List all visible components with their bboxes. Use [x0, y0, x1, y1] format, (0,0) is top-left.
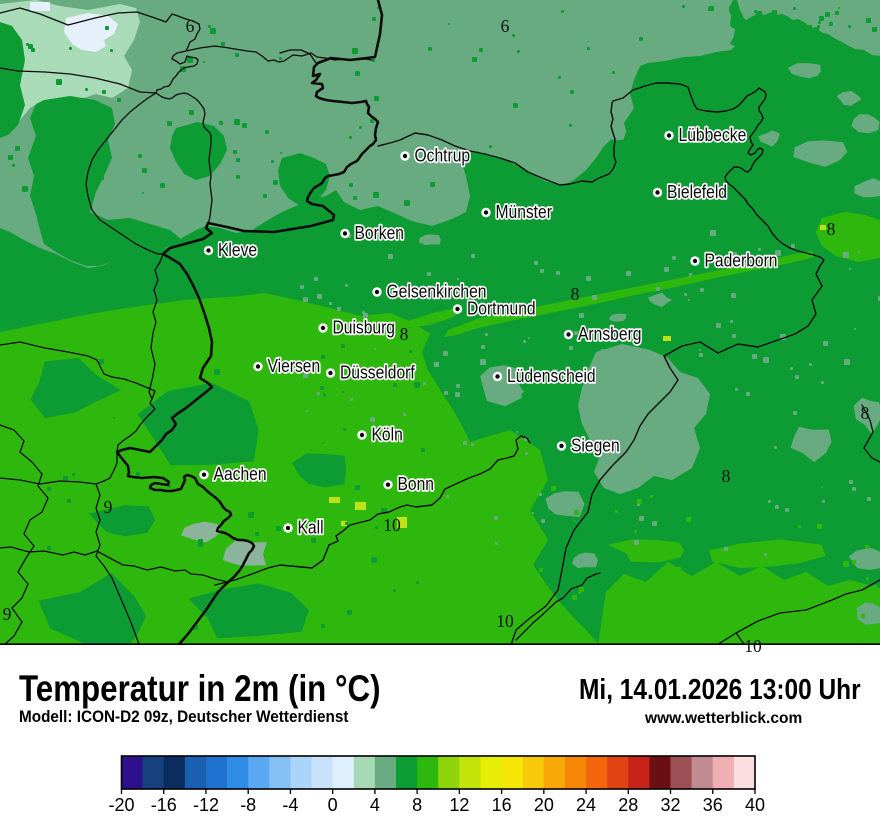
- svg-text:8: 8: [412, 795, 422, 815]
- svg-text:16: 16: [492, 795, 512, 815]
- svg-text:8: 8: [722, 466, 731, 486]
- svg-text:-4: -4: [282, 795, 298, 815]
- svg-text:28: 28: [618, 795, 638, 815]
- svg-text:Kall: Kall: [298, 517, 324, 538]
- svg-text:8: 8: [827, 219, 836, 239]
- svg-text:Arnsberg: Arnsberg: [578, 323, 642, 344]
- svg-text:6: 6: [186, 16, 195, 36]
- svg-text:10: 10: [383, 515, 401, 535]
- svg-text:10: 10: [496, 611, 514, 631]
- svg-text:Borken: Borken: [355, 222, 405, 243]
- svg-text:Bielefeld: Bielefeld: [667, 181, 727, 202]
- svg-text:12: 12: [449, 795, 469, 815]
- svg-text:Ochtrup: Ochtrup: [415, 145, 471, 166]
- svg-text:6: 6: [501, 16, 510, 36]
- svg-text:Aachen: Aachen: [214, 463, 267, 484]
- svg-text:Paderborn: Paderborn: [705, 250, 778, 271]
- svg-text:32: 32: [661, 795, 681, 815]
- svg-text:Düsseldorf: Düsseldorf: [340, 362, 415, 383]
- svg-text:Lüdenscheid: Lüdenscheid: [507, 365, 596, 386]
- svg-text:9: 9: [104, 497, 113, 517]
- svg-text:Lübbecke: Lübbecke: [679, 124, 747, 145]
- svg-text:36: 36: [703, 795, 723, 815]
- svg-text:10: 10: [744, 636, 762, 656]
- svg-text:4: 4: [370, 795, 380, 815]
- svg-text:Köln: Köln: [372, 424, 403, 445]
- svg-text:0: 0: [328, 795, 338, 815]
- svg-text:Bonn: Bonn: [398, 473, 435, 494]
- svg-text:8: 8: [571, 284, 580, 304]
- svg-text:Siegen: Siegen: [571, 435, 620, 456]
- svg-text:Gelsenkirchen: Gelsenkirchen: [387, 281, 487, 302]
- svg-text:8: 8: [861, 403, 870, 423]
- svg-text:9: 9: [3, 604, 12, 624]
- svg-text:Duisburg: Duisburg: [333, 317, 396, 338]
- svg-text:Dortmund: Dortmund: [467, 298, 536, 319]
- svg-text:-20: -20: [108, 795, 134, 815]
- svg-text:-12: -12: [193, 795, 219, 815]
- svg-text:8: 8: [400, 324, 409, 344]
- svg-text:-8: -8: [240, 795, 256, 815]
- svg-text:20: 20: [534, 795, 554, 815]
- svg-text:Viersen: Viersen: [268, 355, 321, 376]
- svg-text:-16: -16: [151, 795, 177, 815]
- svg-text:Münster: Münster: [496, 201, 552, 222]
- svg-text:40: 40: [745, 795, 765, 815]
- svg-text:Kleve: Kleve: [218, 239, 257, 260]
- svg-text:24: 24: [576, 795, 596, 815]
